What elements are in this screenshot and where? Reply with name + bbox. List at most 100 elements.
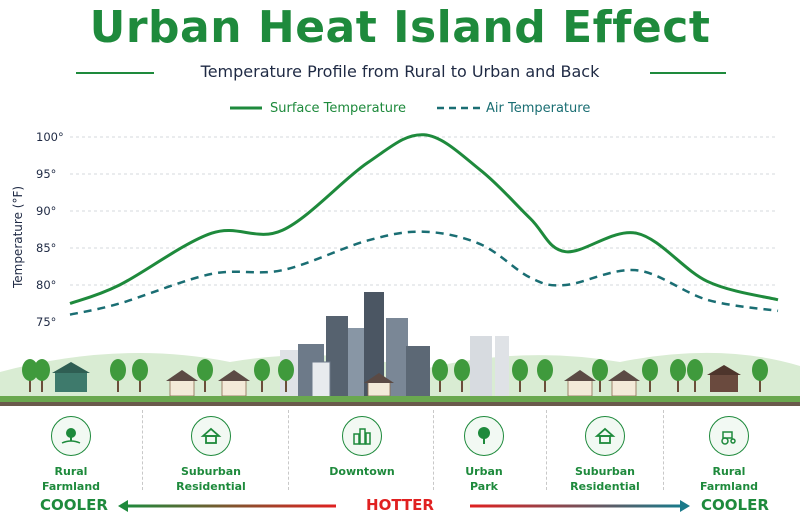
zone-label: Rural Farmland [41,465,101,493]
tree-trunk [677,378,679,392]
y-tick-label: 85° [36,241,56,255]
buildings-icon [342,416,382,456]
roof [608,370,640,381]
zone-suburban-residential-left: Suburban Residential [156,416,266,494]
skyscraper [406,346,430,398]
skyscraper [348,328,366,398]
tree-trunk [117,378,119,392]
grid: 100° 95° 90° 85° 80° 75° [36,130,778,329]
skyscraper [311,361,331,399]
house [169,379,195,397]
series-line-air-temperature [69,230,779,316]
hotter-label: HOTTER [366,496,434,514]
y-tick-label: 95° [36,167,56,181]
zone-label: Urban Park [465,465,503,493]
subtitle: Temperature Profile from Rural to Urban … [200,62,600,81]
zone-label: Downtown [329,465,395,478]
y-tick-label: 90° [36,204,56,218]
ground-strip [0,402,800,406]
tree [454,359,470,381]
house-icon [585,416,625,456]
roof [564,370,596,381]
house [221,379,247,397]
tree-trunk [29,378,31,392]
series-line-surface-temperature [69,133,779,305]
tree-trunk [759,378,761,392]
tree [512,359,528,381]
tree-trunk [204,378,206,392]
tree-trunk [461,378,463,392]
tree [278,359,294,381]
zone-divider [142,410,143,490]
skyscraper [326,316,348,398]
tree [670,359,686,381]
subtitle-bar: Temperature Profile from Rural to Urban … [0,62,800,82]
tree [592,359,608,381]
y-tick-label: 75° [36,315,56,329]
tree-trunk [139,378,141,392]
grass-strip [0,396,800,402]
tree [642,359,658,381]
tree [34,359,50,381]
house [567,379,593,397]
tree [22,359,38,381]
tree-trunk [285,378,287,392]
trees [22,359,768,392]
zone-label: Suburban Residential [570,465,640,493]
roof [218,370,250,381]
tree [110,359,126,381]
y-tick-label: 100° [36,130,64,144]
cooler-label-right: COOLER [701,496,769,514]
tree-trunk [41,378,43,392]
tree [132,359,148,381]
legend: Surface Temperature Air Temperature [230,101,590,116]
temperature-chart: Surface Temperature Air Temperature Temp… [0,101,800,406]
background-building [470,336,492,396]
zone-divider [433,410,434,490]
farm-barn [710,374,738,392]
subtitle-line-right [650,72,726,74]
tree [254,359,270,381]
tree-trunk [519,378,521,392]
tree-icon [464,416,504,456]
zone-rural-farmland-right: Rural Farmland [674,416,784,494]
zone-divider [546,410,547,490]
y-tick-label: 80° [36,278,56,292]
roof [364,373,394,383]
legend-label-air: Air Temperature [486,101,590,116]
roof [166,370,198,381]
tree-trunk [649,378,651,392]
farm-barn-roof [707,365,741,375]
page-title: Urban Heat Island Effect [89,2,711,53]
tree [432,359,448,381]
farm-barn-roof [52,362,90,373]
zone-divider [663,410,664,490]
tree-trunk [599,378,601,392]
background-building [495,336,509,396]
skyscraper [386,318,408,398]
tree-trunk [439,378,441,392]
zone-suburban-residential-right: Suburban Residential [550,416,660,494]
legend-label-surface: Surface Temperature [270,101,406,116]
zone-divider [288,410,289,490]
zone-label: Rural Farmland [699,465,759,493]
tree [752,359,768,381]
farm-barn [55,372,87,392]
skyscraper [364,292,384,398]
tree-trunk [544,378,546,392]
zone-label: Suburban Residential [176,465,246,493]
tractor-icon [709,416,749,456]
y-axis-label: Temperature (°F) [11,186,25,289]
zone-urban-park: Urban Park [429,416,539,494]
tree [687,359,703,381]
tree-trunk [261,378,263,392]
zone-downtown: Downtown [307,416,417,479]
farm-icon [51,416,91,456]
tree [197,359,213,381]
house [367,381,391,397]
cooler-label-left: COOLER [40,496,108,514]
zone-rural-farmland-left: Rural Farmland [16,416,126,494]
house-icon [191,416,231,456]
tree [537,359,553,381]
landscape-illustration [0,292,800,406]
